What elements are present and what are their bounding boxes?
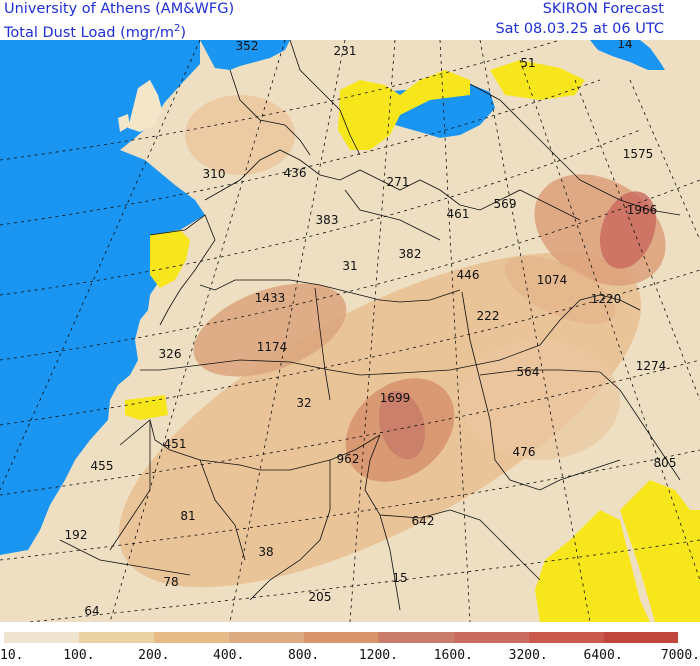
dust-value-label: 192 <box>65 528 88 542</box>
dust-value-label: 805 <box>654 456 677 470</box>
legend-level-label: 6400. <box>584 648 623 662</box>
dust-value-label: 15 <box>392 571 407 585</box>
dust-value-label: 962 <box>337 452 360 466</box>
dust-value-label: 310 <box>203 167 226 181</box>
legend-level-label: 7000. <box>661 648 700 662</box>
northwest-africa-dust <box>193 283 347 377</box>
dust-value-label: 38 <box>258 545 273 559</box>
central-sahara-core <box>378 390 426 460</box>
legend-labels: 10. 100. 200. 400. 800. 1200. 1600. 3200. 6400. 7… <box>0 648 700 663</box>
legend-level-label: 800. <box>288 648 319 662</box>
legend-canvas: 10. 100. 200. 400. 800. 1200. 1600. 3200. 6400. 7… <box>0 632 700 663</box>
dust-value-label: 1699 <box>380 391 411 405</box>
dust-value-label: 451 <box>164 437 187 451</box>
dust-value-label: 31 <box>342 259 357 273</box>
dust-shading <box>118 95 666 588</box>
west-africa-low-dust <box>125 395 168 420</box>
dust-value-label: 78 <box>163 575 178 589</box>
dust-value-label: 383 <box>316 213 339 227</box>
legend-level-label: 400. <box>213 648 244 662</box>
dust-value-label: 64 <box>84 604 99 618</box>
dust-value-label: 271 <box>387 175 410 189</box>
low-dust-zones <box>125 60 700 622</box>
iberia-low-dust <box>150 230 190 288</box>
dust-value-label: 461 <box>447 207 470 221</box>
east-africa-low-dust <box>535 510 650 622</box>
arabia-edge-low-dust <box>620 480 700 622</box>
legend-swatch <box>303 632 379 643</box>
product-title: Total Dust Load (mgr/m2) <box>4 20 186 42</box>
east-sahara-dust <box>460 340 620 460</box>
british-isles <box>118 80 162 132</box>
country-borders <box>59 40 681 611</box>
legend-swatch <box>4 632 79 643</box>
legend-swatch <box>78 632 154 643</box>
product-title-superscript: 2 <box>174 23 181 34</box>
dust-load-map: 352 231 14 51 310 436 1575 271 569 383 461 1966 382 3… <box>0 40 700 622</box>
dust-value-label: 569 <box>494 197 517 211</box>
organization-title: University of Athens (AM&WFG) <box>4 1 235 17</box>
dust-value-label: 32 <box>296 396 311 410</box>
caucasus-low-dust <box>490 60 585 100</box>
legend-swatch <box>603 632 678 643</box>
dust-value-label: 455 <box>91 459 114 473</box>
dust-value-label: 51 <box>520 56 535 70</box>
product-title-main: Total Dust Load (mgr/m <box>4 24 175 41</box>
dust-value-label: 81 <box>180 509 195 523</box>
dust-value-label: 642 <box>412 514 435 528</box>
dust-value-label: 1074 <box>537 273 568 287</box>
legend-swatch <box>378 632 454 643</box>
forecast-name: SKIRON Forecast <box>542 1 664 17</box>
legend-level-label: 1600. <box>434 648 473 662</box>
dust-value-label: 1220 <box>591 292 622 306</box>
dust-value-label: 222 <box>477 309 500 323</box>
dust-value-label: 436 <box>284 166 307 180</box>
caspian-sea <box>590 40 665 70</box>
dust-value-label: 1575 <box>623 147 654 161</box>
dust-value-labels: 352 231 14 51 310 436 1575 271 569 383 461 1966 382 3… <box>65 40 677 618</box>
dust-value-label: 14 <box>617 40 632 51</box>
legend-swatches <box>4 632 678 643</box>
dust-value-label: 382 <box>399 247 422 261</box>
legend-swatch <box>453 632 529 643</box>
dust-value-label: 231 <box>334 44 357 58</box>
dust-value-label: 1174 <box>257 340 288 354</box>
baltic-sea <box>200 40 290 70</box>
dust-value-label: 476 <box>513 445 536 459</box>
dust-value-label: 446 <box>457 268 480 282</box>
dust-value-label: 1433 <box>255 291 286 305</box>
middle-east-core <box>599 191 657 269</box>
atlantic-ocean <box>0 40 205 555</box>
europe-dust <box>185 95 295 175</box>
eastern-europe-low-dust <box>338 70 470 150</box>
dust-value-label: 205 <box>309 590 332 604</box>
levant-dust <box>504 255 616 325</box>
legend-level-label: 10. <box>0 648 23 662</box>
dust-value-label: 1966 <box>627 203 658 217</box>
dust-value-label: 326 <box>159 347 182 361</box>
graticule <box>0 40 700 622</box>
dust-value-label: 564 <box>517 365 540 379</box>
color-legend: 10. 100. 200. 400. 800. 1200. 1600. 3200. 6400. 7… <box>0 630 700 663</box>
legend-swatch <box>153 632 229 643</box>
product-title-end: ) <box>180 24 187 41</box>
legend-level-label: 1200. <box>359 648 398 662</box>
dust-value-label: 352 <box>236 40 259 53</box>
dust-value-label: 1274 <box>636 359 667 373</box>
legend-swatch <box>528 632 604 643</box>
legend-level-label: 3200. <box>509 648 548 662</box>
legend-swatch <box>228 632 304 643</box>
legend-level-label: 200. <box>138 648 169 662</box>
valid-time: Sat 08.03.25 at 06 UTC <box>495 21 664 37</box>
legend-level-label: 100. <box>63 648 94 662</box>
map-canvas: 352 231 14 51 310 436 1575 271 569 383 461 1966 382 3… <box>0 40 700 622</box>
